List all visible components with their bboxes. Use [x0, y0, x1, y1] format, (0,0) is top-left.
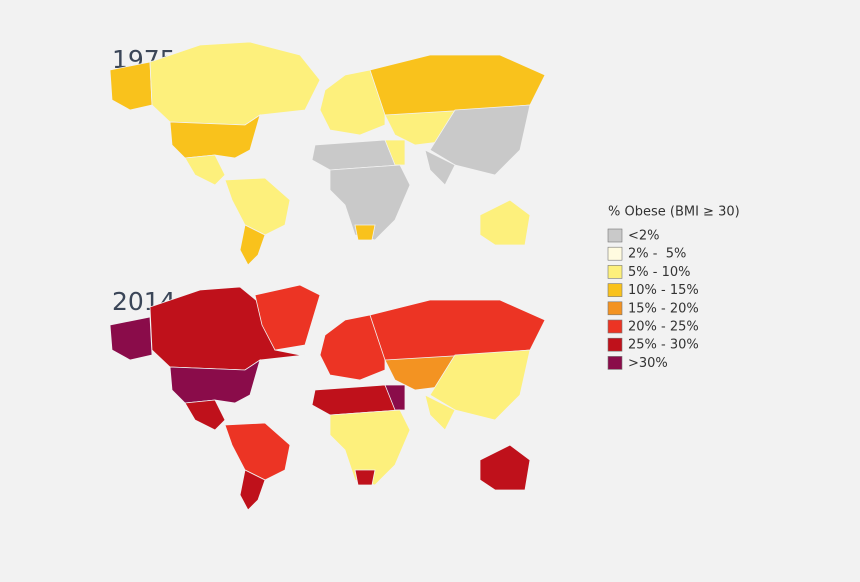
country-region — [184, 154, 226, 186]
country-region — [354, 224, 376, 241]
country-region — [224, 422, 291, 481]
legend-swatch — [607, 319, 623, 334]
country-region — [254, 284, 321, 351]
country-region — [169, 359, 261, 404]
country-region — [319, 314, 386, 381]
legend-title: % Obese (BMI ≥ 30) — [608, 205, 740, 220]
country-region — [109, 61, 153, 111]
world-map-1975 — [109, 41, 546, 266]
country-region — [149, 286, 306, 371]
legend-label: 5% - 10% — [628, 265, 690, 280]
country-region — [384, 384, 406, 411]
legend-label: 25% - 30% — [628, 338, 699, 353]
country-region — [424, 149, 456, 186]
legend-swatch — [607, 228, 623, 243]
legend: % Obese (BMI ≥ 30) <2% 2% - 5% 5% - 10% 10%… — [607, 205, 740, 371]
country-region — [109, 316, 153, 361]
country-region — [329, 409, 411, 486]
country-region — [479, 444, 531, 491]
country-region — [384, 139, 406, 166]
country-region — [429, 349, 531, 421]
country-region — [329, 164, 411, 241]
legend-swatch — [607, 246, 623, 261]
legend-swatch — [607, 283, 623, 297]
country-region — [424, 394, 456, 431]
country-region — [239, 469, 266, 511]
country-region — [239, 224, 266, 266]
country-region — [169, 114, 261, 159]
legend-label: >30% — [628, 356, 668, 371]
legend-label: 2% - 5% — [628, 247, 686, 262]
legend-swatch — [607, 337, 623, 352]
legend-swatch — [607, 356, 623, 370]
legend-label: <2% — [628, 229, 660, 244]
country-region — [149, 41, 321, 126]
legend-swatch — [607, 265, 623, 279]
country-region — [354, 469, 376, 486]
country-region — [429, 104, 531, 176]
country-region — [224, 177, 291, 236]
legend-label: 20% - 25% — [628, 320, 699, 335]
country-region — [319, 69, 386, 136]
legend-label: 15% - 20% — [628, 301, 699, 316]
country-region — [479, 199, 531, 246]
country-region — [184, 399, 226, 431]
legend-label: 10% - 15% — [628, 283, 699, 298]
world-map-2014 — [109, 284, 546, 511]
legend-swatch — [607, 301, 623, 316]
